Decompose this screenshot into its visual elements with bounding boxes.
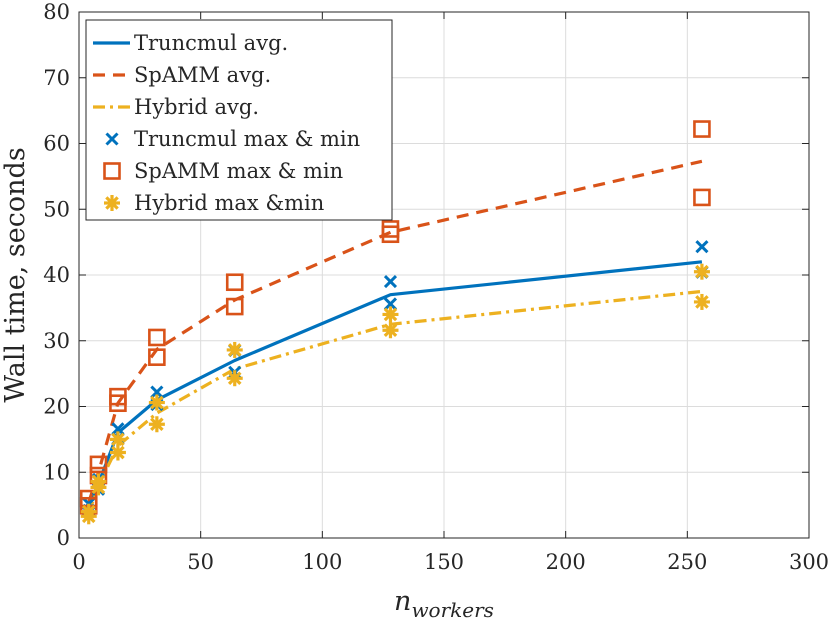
legend-box [85,19,393,221]
series-4-max-marker [225,273,244,292]
y-tick-label: 80 [43,0,70,24]
y-tick-label: 30 [43,329,70,353]
series-5-min-marker [80,508,97,525]
y-tick-label: 50 [43,197,70,221]
y-axis-label: Wall time, seconds [0,147,31,402]
legend-label-0: Truncmul avg. [134,31,288,55]
series-4-min-marker [109,394,127,413]
series-5-max-marker-stroke [111,432,125,447]
legend-marker-3 [105,132,119,146]
series-5-max-marker [693,263,710,280]
legend-label-3: Truncmul max & min [134,127,360,151]
legend-label-5: Hybrid max &min [134,191,324,215]
y-tick-label: 20 [43,395,70,419]
x-tick-label: 0 [72,550,85,574]
y-tick-label: 0 [57,526,70,550]
x-tick-label: 250 [667,550,707,574]
series-5-min-marker-stroke [91,480,106,495]
series-3-min-marker [383,297,398,311]
series-4-min-marker [381,225,400,244]
y-tick-label: 70 [43,66,70,90]
plot-series [79,120,711,525]
series-3-min-marker-stroke [383,297,398,311]
legend-marker-5 [104,195,120,211]
series-5-max-marker-stroke [383,307,398,322]
legend-marker-3-stroke [105,132,119,146]
series-5-min-marker-stroke [227,371,242,386]
x-tick-label: 50 [187,550,214,574]
series-5-min-marker [382,322,399,339]
legend-marker-4 [103,162,121,180]
legend-label-2: Hybrid avg. [134,95,259,119]
legend-label-4: SpAMM max & min [134,159,343,183]
series-4-max-marker [89,455,108,474]
series-3-max-marker [695,240,709,254]
axis-ticks: 0 50 100 150 200 250 300 0 10 20 30 40 50 60 70 80 [43,0,829,574]
series-5-min-marker [90,479,107,496]
series-5-max-marker [226,341,243,358]
series-5-max-marker [382,306,399,323]
series-5-min-marker [109,444,126,461]
y-tick-label: 60 [43,132,70,156]
series-5-max-marker [148,394,165,411]
legend-label-1: SpAMM avg. [134,63,271,87]
series-5-min-marker-stroke [695,295,709,309]
series-4-min-marker [148,348,166,366]
series-3-max-marker [150,385,164,399]
x-tick-label: 300 [789,550,829,574]
series-5-min-marker [148,416,165,433]
y-tick-label: 40 [43,263,70,287]
series-5-min-marker [226,370,243,387]
series-5-min-marker-stroke [383,323,398,338]
y-tick-label: 10 [43,460,70,484]
series-5-max-marker-stroke [695,264,709,279]
series-4-max-marker [148,328,166,347]
legend: Truncmul avg. SpAMM avg. Hybrid avg. Truncm… [85,19,393,221]
series-5-min-marker-stroke [111,445,125,460]
x-tick-label: 100 [302,550,342,574]
series-3-max-marker [383,275,398,289]
series-5-min-marker-stroke [81,509,96,524]
series-5-max-marker-stroke [150,395,164,410]
x-tick-label: 200 [546,550,586,574]
x-tick-label: 150 [424,550,464,574]
series-3-max-marker-stroke [111,422,125,436]
x-axis-label: nworkers [394,586,494,618]
legend-marker-5-stroke [105,196,119,210]
series-4-max-marker [693,120,711,138]
series-4-min-marker [693,188,711,207]
series-4-min-marker [225,297,244,316]
series-3-max-marker [111,422,125,436]
series-3-max-marker-stroke [150,385,164,399]
series-5-min-marker-stroke [150,417,164,432]
x-axis-label-subscript: workers [411,598,494,618]
series-5-min-marker [693,293,710,310]
series-3-max-marker-stroke [695,240,709,254]
x-axis-label-base: n [394,586,411,617]
series-3-max-marker-stroke [383,275,398,289]
series-5-max-marker-stroke [227,343,242,357]
